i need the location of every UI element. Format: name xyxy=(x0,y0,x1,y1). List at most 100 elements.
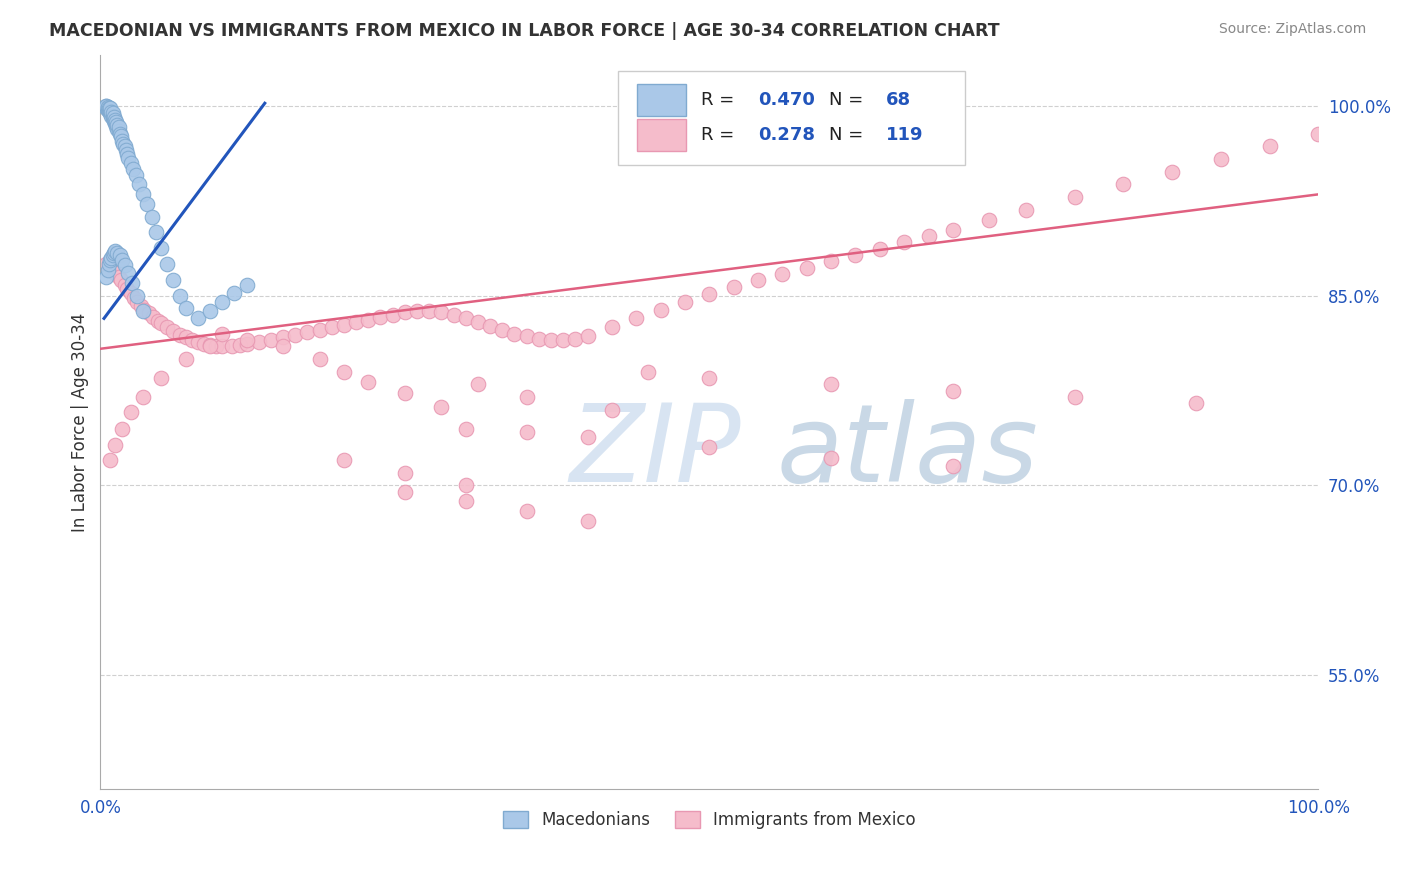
FancyBboxPatch shape xyxy=(637,84,686,116)
FancyBboxPatch shape xyxy=(637,119,686,152)
Point xyxy=(104,112,127,127)
Point xyxy=(308,323,330,337)
Point xyxy=(516,329,538,343)
Point xyxy=(205,339,228,353)
Point xyxy=(98,106,121,120)
Point xyxy=(467,377,489,392)
Text: N =: N = xyxy=(828,126,869,145)
Point xyxy=(1063,190,1085,204)
Point xyxy=(443,308,465,322)
Text: Source: ZipAtlas.com: Source: ZipAtlas.com xyxy=(1219,22,1367,37)
Point xyxy=(124,169,146,183)
Point xyxy=(271,330,294,344)
Point xyxy=(479,318,502,333)
Point xyxy=(114,278,136,293)
Point xyxy=(394,305,416,319)
Point xyxy=(770,267,793,281)
Point xyxy=(697,371,720,385)
Point xyxy=(98,453,121,467)
Point xyxy=(103,245,125,260)
Point xyxy=(96,257,118,271)
Point xyxy=(96,101,118,115)
Point xyxy=(221,339,243,353)
Point xyxy=(97,103,120,118)
Text: N =: N = xyxy=(828,91,869,109)
Point xyxy=(187,335,209,350)
Point xyxy=(96,269,118,284)
Point xyxy=(156,320,179,334)
Point xyxy=(96,99,118,113)
FancyBboxPatch shape xyxy=(619,71,965,165)
Text: R =: R = xyxy=(700,126,740,145)
Point xyxy=(394,466,416,480)
Point xyxy=(174,330,197,344)
Point xyxy=(723,279,745,293)
Point xyxy=(112,136,135,151)
Point xyxy=(107,269,129,284)
Point xyxy=(394,484,416,499)
Point xyxy=(211,339,233,353)
Point xyxy=(100,109,122,123)
Point xyxy=(576,329,599,343)
Point xyxy=(150,317,173,331)
Text: 0.470: 0.470 xyxy=(758,91,815,109)
Point xyxy=(129,299,152,313)
Point xyxy=(135,197,157,211)
Point xyxy=(430,400,453,414)
Point xyxy=(260,333,283,347)
Point xyxy=(145,225,167,239)
Point xyxy=(115,282,138,296)
Point xyxy=(576,430,599,444)
Point xyxy=(150,371,173,385)
Point xyxy=(142,310,165,325)
Y-axis label: In Labor Force | Age 30-34: In Labor Force | Age 30-34 xyxy=(72,312,89,532)
Point xyxy=(271,339,294,353)
Point xyxy=(370,310,392,325)
Point xyxy=(600,320,623,334)
Point xyxy=(869,242,891,256)
Point xyxy=(516,425,538,440)
Point xyxy=(97,101,120,115)
Point xyxy=(673,295,696,310)
Text: 119: 119 xyxy=(886,126,924,145)
Point xyxy=(553,333,575,347)
Point xyxy=(284,327,307,342)
Point xyxy=(115,146,138,161)
Point xyxy=(198,339,221,353)
Point xyxy=(942,223,965,237)
Point xyxy=(132,390,155,404)
Point xyxy=(100,251,122,265)
Point xyxy=(101,248,124,262)
Point xyxy=(308,351,330,366)
Point xyxy=(247,335,270,350)
Point xyxy=(110,129,132,144)
Point xyxy=(100,105,122,120)
Point xyxy=(564,332,586,346)
Point xyxy=(162,324,184,338)
Point xyxy=(503,326,526,341)
Point xyxy=(394,386,416,401)
Point xyxy=(125,295,148,310)
Point xyxy=(297,326,319,340)
Point xyxy=(1185,396,1208,410)
Point xyxy=(132,303,155,318)
Text: 0.278: 0.278 xyxy=(758,126,815,145)
Point xyxy=(235,278,257,293)
Point xyxy=(333,453,356,467)
Point xyxy=(942,459,965,474)
Point xyxy=(321,320,343,334)
Point xyxy=(357,312,380,326)
Point xyxy=(97,103,120,117)
Point xyxy=(117,266,139,280)
Point xyxy=(97,101,120,115)
Point xyxy=(101,263,124,277)
Point xyxy=(235,333,257,347)
Point xyxy=(120,155,142,169)
Text: atlas: atlas xyxy=(776,399,1038,504)
Point xyxy=(942,384,965,398)
Point xyxy=(156,257,179,271)
Point xyxy=(111,421,134,435)
Point xyxy=(97,100,120,114)
Point xyxy=(174,351,197,366)
Point xyxy=(110,273,132,287)
